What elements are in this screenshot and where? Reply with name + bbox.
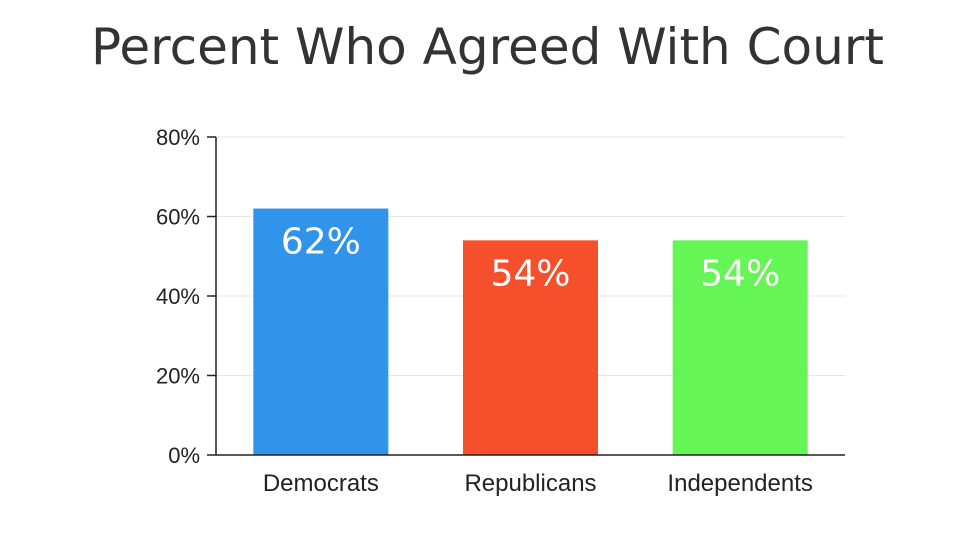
bars <box>253 208 808 455</box>
y-tick-label: 80% <box>156 125 200 150</box>
y-tick-label: 0% <box>168 443 200 468</box>
y-tick-label: 40% <box>156 284 200 309</box>
bar-republicans <box>463 240 598 455</box>
data-label: 54% <box>700 253 780 294</box>
data-labels: 62% 54% 54% <box>281 222 780 295</box>
chart-title: Percent Who Agreed With Court <box>91 18 884 76</box>
y-tick-label: 60% <box>156 205 200 230</box>
data-label: 62% <box>281 222 361 263</box>
y-tick-label: 20% <box>156 364 200 389</box>
x-category-label: Democrats <box>263 470 379 497</box>
data-label: 54% <box>490 253 570 294</box>
bar-independents <box>672 240 808 455</box>
x-category-label: Republicans <box>464 470 596 497</box>
y-axis-ticks: 0% 20% 40% 60% 80% <box>156 125 216 468</box>
x-axis-category-labels: Democrats Republicans Independents <box>263 470 813 497</box>
x-category-label: Independents <box>667 470 812 497</box>
bar-democrats <box>253 208 389 455</box>
